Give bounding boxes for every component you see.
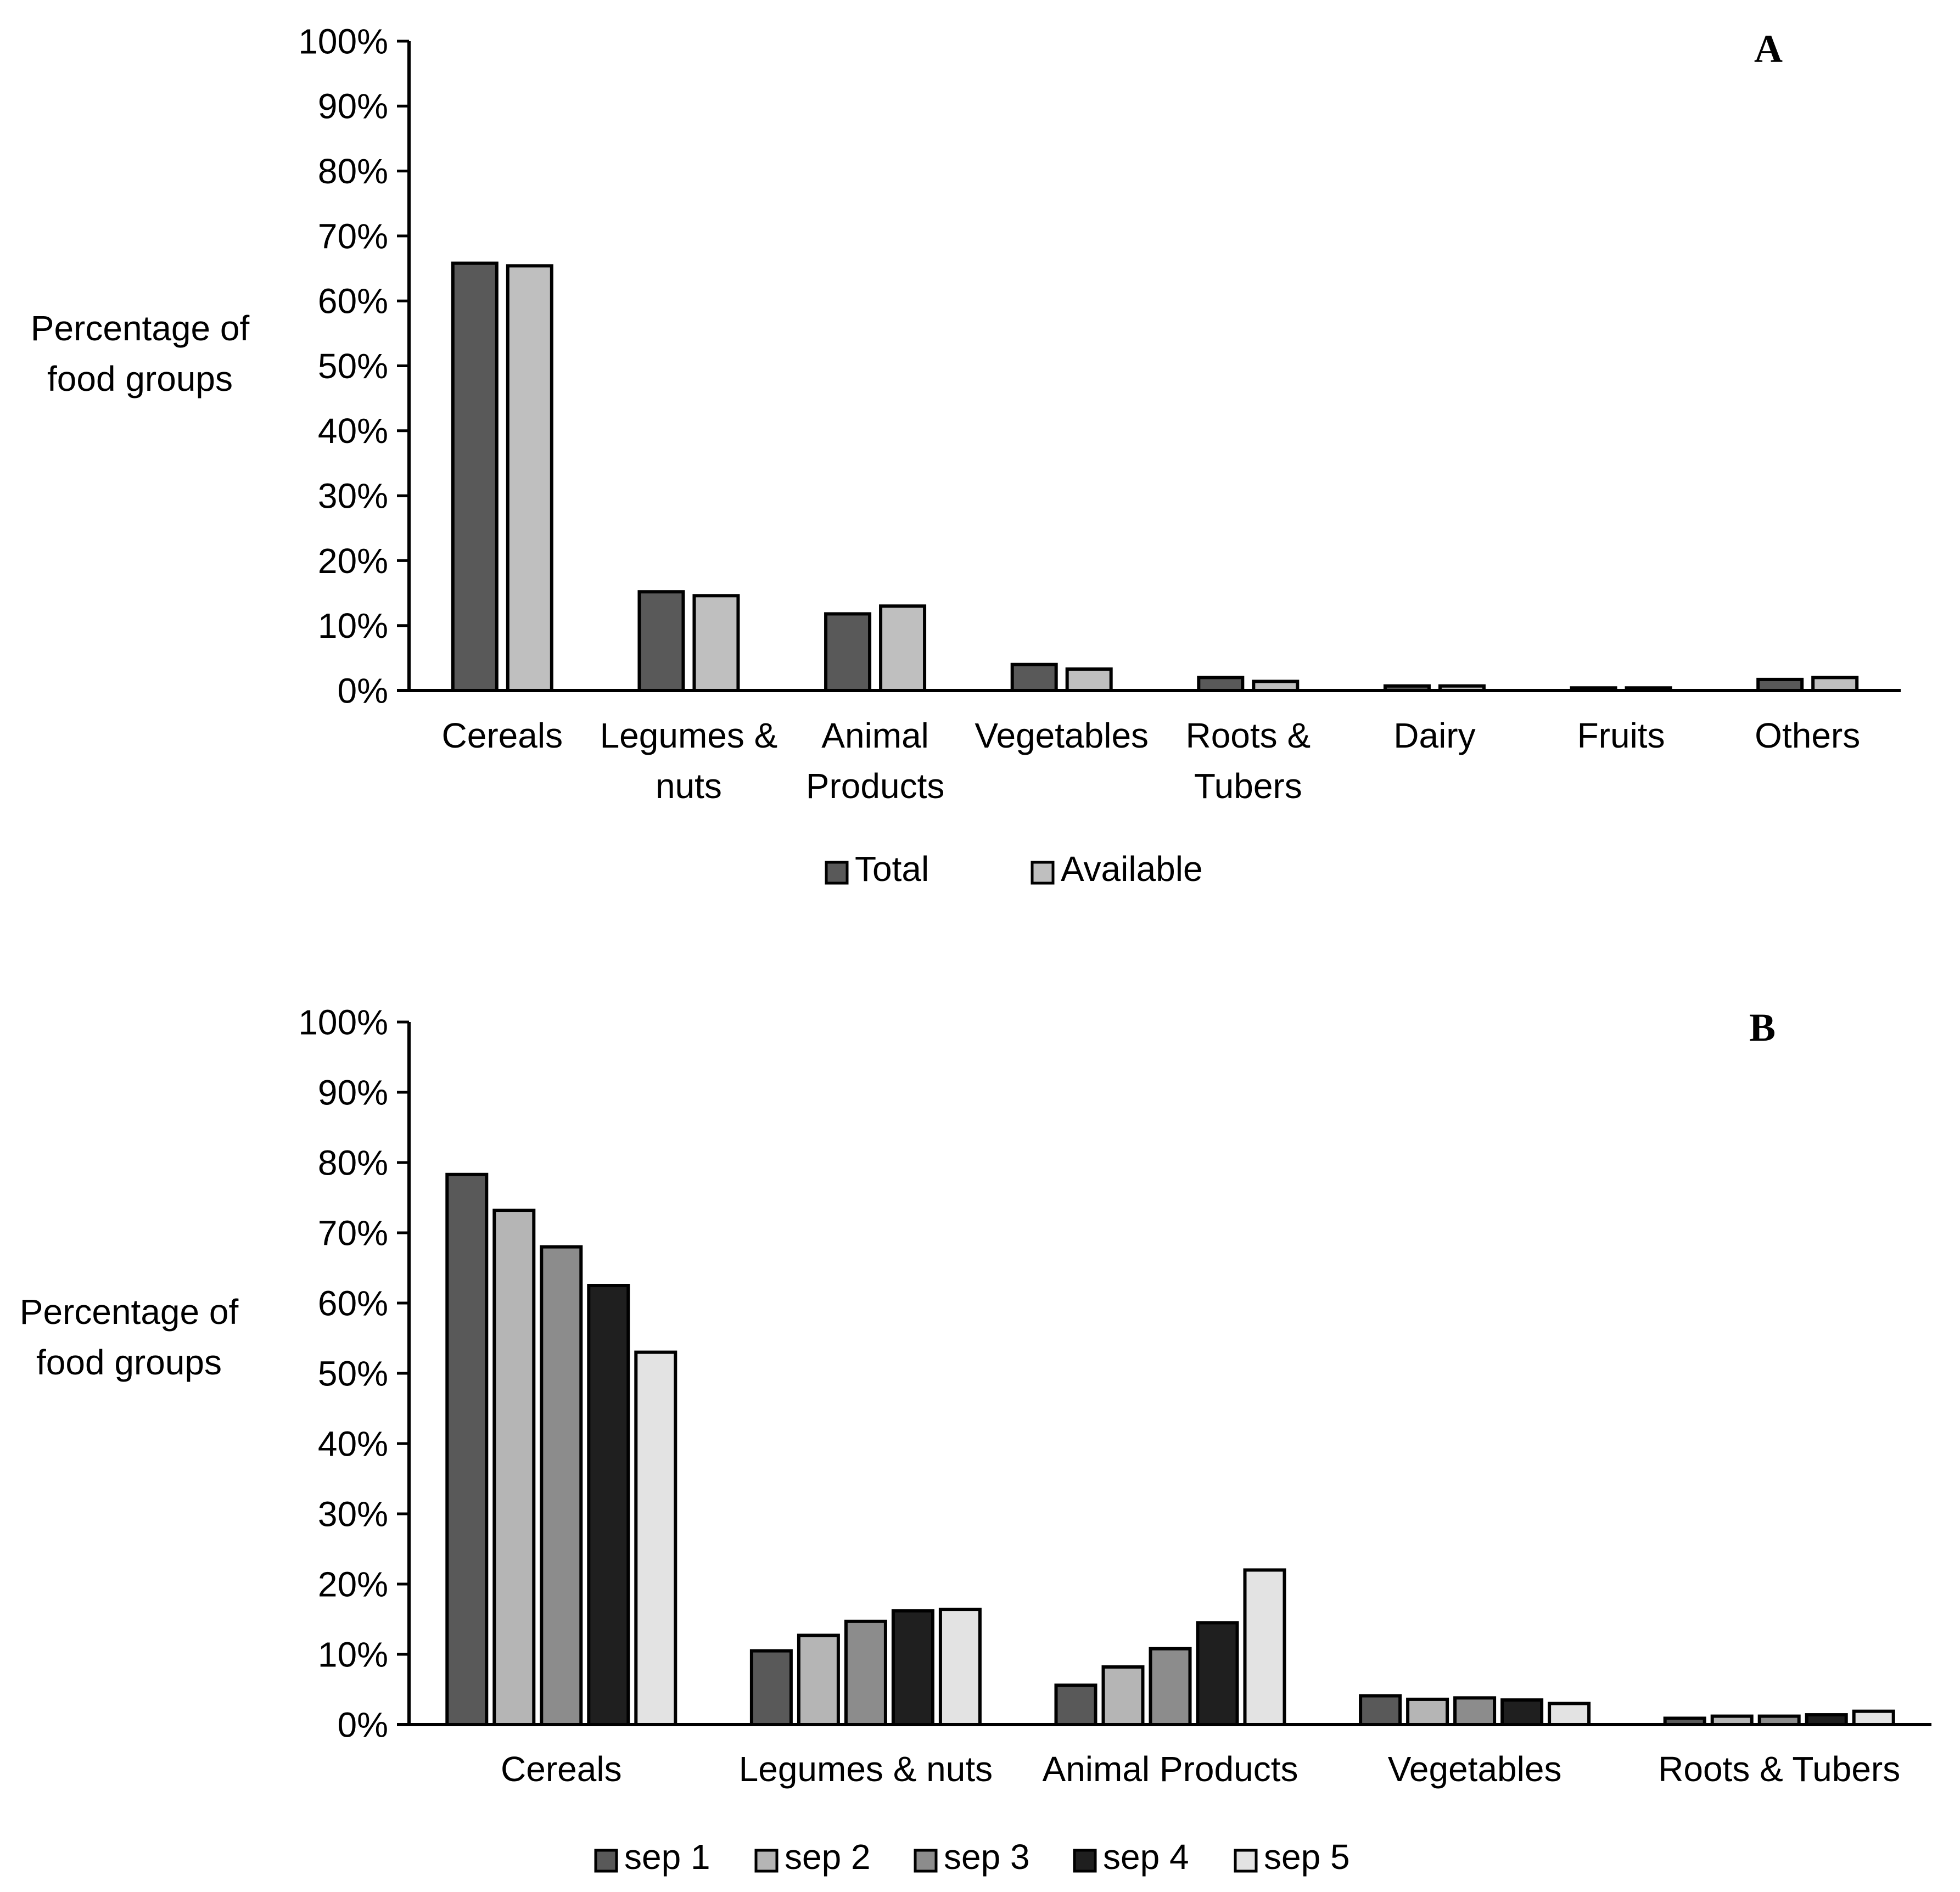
chart-a-y-axis-title: Percentage of [31,308,250,348]
chart-b-category-label: Legumes & nuts [739,1749,993,1789]
chart-a-panel-letter: A [1754,27,1783,71]
chart-a-category-label: Roots & [1185,716,1311,755]
chart-b-bar-sep-3 [844,1619,887,1727]
chart-a-y-tick-label: 20% [318,541,388,581]
chart-b-category-label: Roots & Tubers [1658,1749,1900,1789]
chart-a: 0% 10% 20% 30% 40% 50% 60% 70% 80% 90% 100% Percent… [31,21,1901,889]
chart-b-legend-label: sep 5 [1264,1837,1350,1877]
chart-a-y-tick-label: 10% [318,606,388,645]
chart-b-bar-sep-1 [749,1649,793,1727]
chart-a-category-label: Others [1755,716,1860,755]
chart-b-panel-letter: B [1749,1006,1776,1049]
chart-b-bar-sep-1 [445,1172,489,1726]
chart-b-legend-swatch-sep-3 [914,1849,938,1873]
chart-b-legend-label: sep 4 [1103,1837,1189,1877]
chart-a-bar-available [1065,667,1113,693]
chart-b-y-tick-label: 80% [318,1143,388,1182]
chart-b-legend-swatch-sep-1 [594,1849,618,1873]
chart-a-legend-label: Available [1061,849,1203,889]
chart-b-bar-sep-4 [587,1284,630,1726]
chart-b-bar-sep-1 [1054,1683,1097,1727]
chart-b-bar-sep-2 [797,1633,840,1726]
chart-a-y-tick-label: 30% [318,476,388,516]
chart-b-bar-sep-3 [1149,1647,1192,1727]
chart-a-category-label: Tubers [1194,766,1302,806]
chart-b: 0% 10% 20% 30% 40% 50% 60% 70% 80% 90% 100% Percent… [20,1002,1931,1877]
chart-a-bar-total [1756,677,1804,693]
chart-b-bar-sep-3 [1453,1696,1497,1727]
chart-a-bar-available [692,594,740,692]
chart-b-y-tick-label: 20% [318,1564,388,1604]
chart-a-category-label: Legumes & [600,716,778,755]
chart-b-legend-swatch-sep-4 [1073,1849,1097,1873]
chart-a-bar-total [637,590,685,692]
chart-b-y-axis-title: Percentage of [20,1292,239,1332]
chart-b-bar-sep-4 [1196,1621,1239,1726]
chart-a-y-tick-label: 60% [318,282,388,321]
chart-a-y-tick-label: 70% [318,216,388,256]
chart-b-legend-label: sep 1 [624,1837,710,1877]
chart-b-y-tick-label: 10% [318,1635,388,1674]
chart-a-y-tick-label: 0% [338,671,389,710]
chart-a-y-tick-label: 50% [318,346,388,386]
chart-a-bar-total [1010,663,1058,693]
chart-b-bar-sep-4 [1500,1698,1544,1726]
chart-a-category-label: Cereals [442,716,563,755]
chart-b-bar-sep-5 [1243,1568,1286,1726]
chart-a-bar-total [1197,676,1245,692]
chart-b-y-tick-label: 60% [318,1283,388,1323]
chart-b-bar-sep-3 [540,1245,583,1727]
chart-b-bar-sep-5 [1852,1709,1895,1726]
chart-a-category-label: Products [806,766,945,806]
chart-a-bar-available [1811,676,1859,692]
chart-a-legend-swatch-total [825,861,849,885]
chart-a-category-label: nuts [656,766,722,806]
chart-b-bar-sep-1 [1359,1694,1402,1727]
chart-a-bar-total [451,261,499,692]
chart-b-y-tick-label: 0% [338,1705,389,1744]
chart-b-bar-sep-5 [1548,1702,1591,1727]
chart-a-y-tick-label: 100% [298,21,388,61]
chart-b-legend-label: sep 2 [785,1837,871,1877]
chart-a-y-tick-label: 40% [318,411,388,451]
chart-a-category-label: Animal [821,716,929,755]
chart-a-category-label: Fruits [1577,716,1665,755]
chart-a-category-label: Dairy [1393,716,1475,755]
chart-b-bar-sep-5 [938,1608,982,1727]
chart-b-legend-swatch-sep-5 [1234,1849,1258,1873]
chart-a-bar-available [506,264,553,692]
chart-b-bar-sep-4 [891,1609,934,1726]
chart-b-bar-sep-2 [1406,1697,1449,1726]
chart-b-bar-sep-5 [634,1350,677,1727]
chart-a-y-tick-label: 90% [318,87,388,126]
chart-b-legend-label: sep 3 [944,1837,1030,1877]
chart-b-y-tick-label: 30% [318,1494,388,1534]
chart-a-y-tick-label: 80% [318,151,388,191]
chart-b-legend-swatch-sep-2 [754,1849,779,1873]
chart-a-bar-total [824,612,872,692]
chart-b-category-label: Cereals [501,1749,622,1789]
chart-a-y-axis-title: food groups [47,359,233,398]
chart-a-legend-label: Total [855,849,929,889]
chart-b-y-tick-label: 40% [318,1424,388,1463]
chart-a-category-label: Vegetables [975,716,1149,755]
chart-a-legend-swatch-available [1031,861,1055,885]
chart-b-y-tick-label: 50% [318,1354,388,1393]
chart-a-bar-available [879,604,927,692]
chart-b-y-tick-label: 100% [298,1002,388,1042]
chart-b-bar-sep-2 [492,1209,536,1727]
chart-b-category-label: Animal Products [1043,1749,1298,1789]
chart-b-y-axis-title: food groups [36,1343,222,1382]
chart-b-bar-sep-2 [1101,1665,1145,1727]
chart-b-y-tick-label: 90% [318,1073,388,1112]
chart-b-category-label: Vegetables [1388,1749,1562,1789]
chart-b-y-tick-label: 70% [318,1213,388,1253]
